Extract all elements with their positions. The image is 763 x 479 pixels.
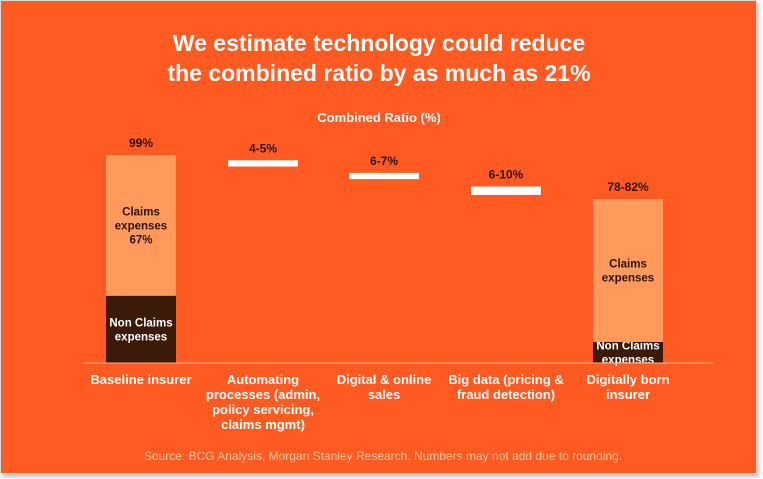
x-tick-label: sales [368, 387, 401, 402]
segment-label: expenses [602, 273, 654, 285]
reduction-bar [349, 172, 419, 180]
bars: Non Claims expenses Claims expenses 67% 99% 4-… [106, 136, 663, 366]
x-tick-label: fraud detection) [457, 387, 555, 402]
value-label: 78-82% [607, 180, 649, 194]
non-claims-expenses-bar [106, 295, 176, 363]
segment-label: expenses [115, 220, 167, 232]
x-tick-label: Big data (pricing & [448, 372, 564, 387]
x-tick-label: Baseline insurer [90, 372, 191, 387]
segment-label: Non Claims [596, 340, 659, 352]
segment-label: expenses [602, 354, 654, 366]
x-tick-label: Digital & online [337, 372, 432, 387]
chart-title: We estimate technology could reduce the c… [167, 30, 590, 86]
reduction-bar [228, 160, 298, 167]
claims-expenses-bar [106, 155, 176, 296]
source-note: Source: BCG Analysis, Morgan Stanley Res… [144, 449, 622, 463]
chart-title-line: the combined ratio by as much as 21% [167, 60, 590, 86]
segment-label: 67% [129, 234, 152, 246]
segment-label: Claims [122, 206, 160, 218]
value-label: 6-10% [489, 168, 524, 182]
x-tick-label: claims mgmt) [221, 417, 305, 432]
segment-label: expenses [115, 331, 167, 343]
x-tick-label: Automating [227, 372, 299, 387]
x-tick-label: Digitally born [586, 372, 669, 387]
claims-expenses-bar [593, 199, 663, 342]
reduction-bar [471, 186, 541, 195]
segment-label: Non Claims [109, 317, 172, 329]
segment-label: Claims [609, 259, 647, 271]
chart-title-line: We estimate technology could reduce [173, 30, 585, 56]
value-label: 6-7% [370, 154, 398, 168]
chart-subtitle: Combined Ratio (%) [317, 110, 441, 125]
x-tick-label: policy servicing, [212, 402, 314, 417]
x-tick-label: processes (admin, [206, 387, 320, 402]
value-label: 99% [129, 136, 153, 150]
non-claims-expenses-bar [593, 341, 663, 363]
value-label: 4-5% [249, 141, 277, 155]
waterfall-chart: We estimate technology could reduce the c… [1, 1, 756, 473]
x-tick-label: insurer [606, 387, 650, 402]
